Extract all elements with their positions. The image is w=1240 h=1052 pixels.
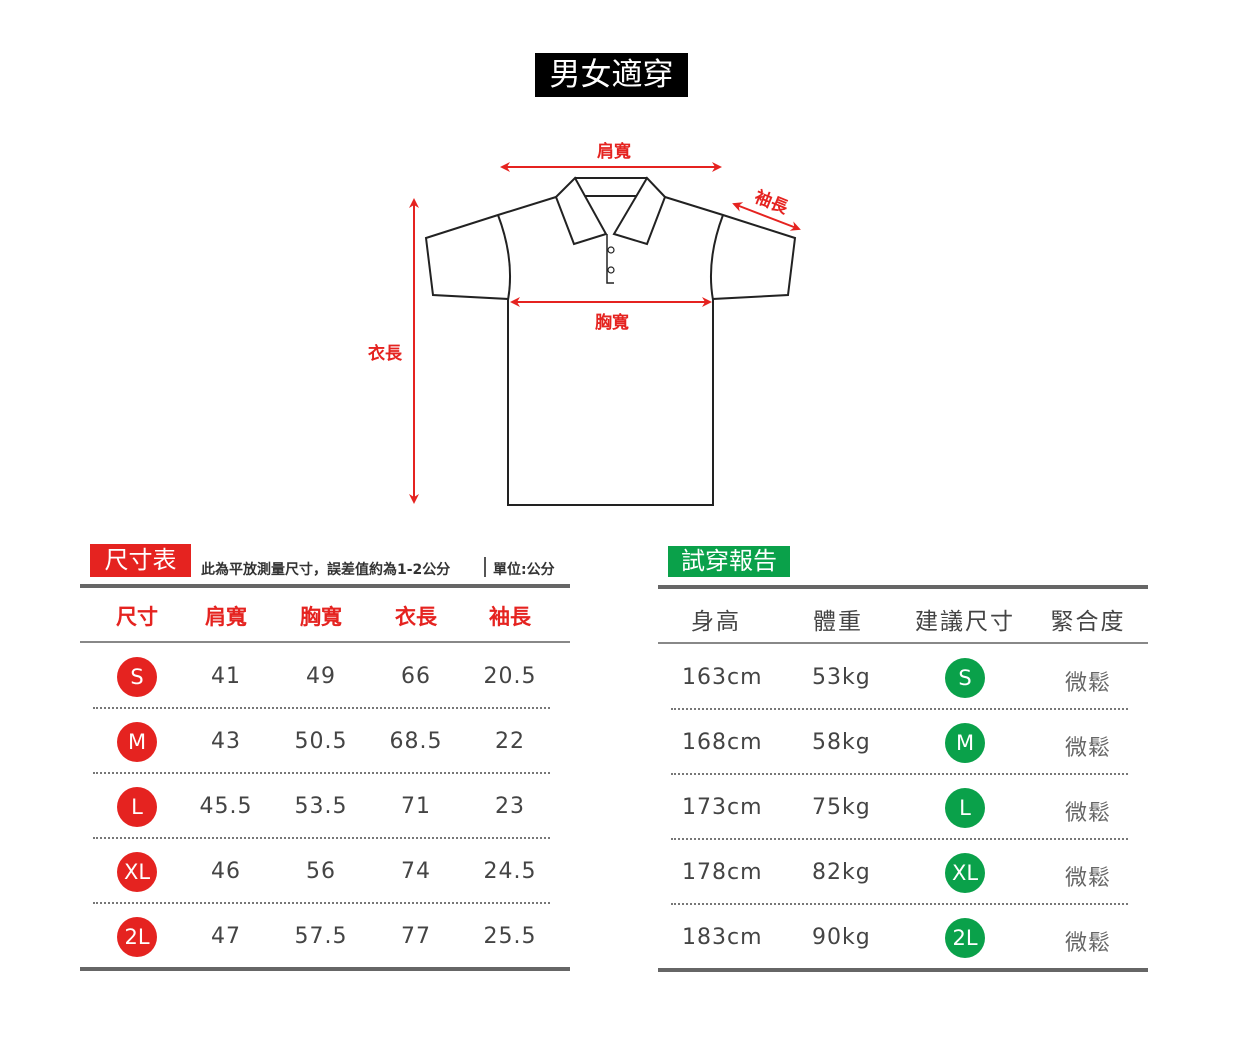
height-cell: 173cm	[682, 795, 763, 820]
size-badge: XL	[117, 852, 157, 892]
column-header: 衣長	[395, 605, 437, 629]
table-cell: 23	[495, 794, 525, 819]
table-cell: 57.5	[294, 924, 348, 949]
column-header: 肩寬	[205, 605, 247, 629]
size-badge: L	[117, 787, 157, 827]
header-rule	[80, 641, 570, 643]
column-header: 緊合度	[1050, 609, 1126, 635]
size-table-note: 此為平放測量尺寸，誤差值約為1-2公分	[201, 562, 451, 578]
column-header: 建議尺寸	[915, 609, 1015, 635]
polo-shirt-diagram	[409, 162, 801, 506]
size-table-unit: 單位:公分	[493, 562, 555, 578]
column-header: 胸寬	[300, 605, 342, 629]
table-cell: 49	[306, 664, 336, 689]
size-badge: S	[945, 658, 985, 698]
size-badge: M	[945, 723, 985, 763]
shoulder-label: 肩寬	[597, 142, 631, 162]
weight-cell: 75kg	[812, 795, 871, 820]
row-separator	[93, 707, 550, 709]
table-bottom-rule	[80, 967, 570, 971]
fit-cell: 微鬆	[1064, 671, 1111, 696]
page-title: 男女適穿	[535, 53, 688, 97]
size-badge: M	[117, 722, 157, 762]
table-cell: 46	[211, 859, 241, 884]
row-separator	[671, 708, 1128, 710]
height-cell: 183cm	[682, 925, 763, 950]
fit-cell: 微鬆	[1064, 866, 1111, 891]
column-header: 尺寸	[116, 605, 158, 629]
size-badge: 2L	[945, 918, 985, 958]
size-badge: L	[945, 788, 985, 828]
table-cell: 41	[211, 664, 241, 689]
table-cell: 71	[401, 794, 431, 819]
size-badge: 2L	[117, 917, 157, 957]
size-badge: XL	[945, 853, 985, 893]
table-cell: 24.5	[483, 859, 537, 884]
column-header: 身高	[691, 609, 741, 635]
column-header: 袖長	[489, 605, 531, 629]
table-cell: 77	[401, 924, 431, 949]
fit-top-rule	[658, 585, 1148, 589]
row-separator	[671, 838, 1128, 840]
fit-cell: 微鬆	[1064, 931, 1111, 956]
table-cell: 47	[211, 924, 241, 949]
length-label: 衣長	[368, 344, 402, 364]
fit-cell: 微鬆	[1064, 736, 1111, 761]
fit-header-rule	[658, 642, 1148, 644]
table-cell: 50.5	[294, 729, 348, 754]
chest-label: 胸寬	[595, 313, 629, 333]
table-cell: 20.5	[483, 664, 537, 689]
table-top-rule	[80, 584, 570, 588]
column-header: 體重	[813, 609, 863, 635]
weight-cell: 82kg	[812, 860, 871, 885]
weight-cell: 90kg	[812, 925, 871, 950]
table-cell: 66	[401, 664, 431, 689]
table-cell: 56	[306, 859, 336, 884]
measure-arrows	[409, 162, 801, 504]
height-cell: 163cm	[682, 665, 763, 690]
size-badge: S	[117, 657, 157, 697]
weight-cell: 58kg	[812, 730, 871, 755]
row-separator	[93, 837, 550, 839]
size-table-tag: 尺寸表	[90, 544, 191, 577]
sleeve-arrow	[732, 202, 801, 231]
height-cell: 168cm	[682, 730, 763, 755]
row-separator	[671, 903, 1128, 905]
row-separator	[93, 772, 550, 774]
height-cell: 178cm	[682, 860, 763, 885]
row-separator	[671, 773, 1128, 775]
fit-bottom-rule	[658, 968, 1148, 972]
table-cell: 53.5	[294, 794, 348, 819]
weight-cell: 53kg	[812, 665, 871, 690]
divider	[484, 557, 486, 577]
table-cell: 74	[401, 859, 431, 884]
row-separator	[93, 902, 550, 904]
table-cell: 45.5	[199, 794, 253, 819]
fit-report-tag: 試穿報告	[668, 546, 790, 577]
table-cell: 43	[211, 729, 241, 754]
fit-cell: 微鬆	[1064, 801, 1111, 826]
table-cell: 68.5	[389, 729, 443, 754]
table-cell: 25.5	[483, 924, 537, 949]
shirt-outline	[424, 176, 797, 506]
table-cell: 22	[495, 729, 525, 754]
